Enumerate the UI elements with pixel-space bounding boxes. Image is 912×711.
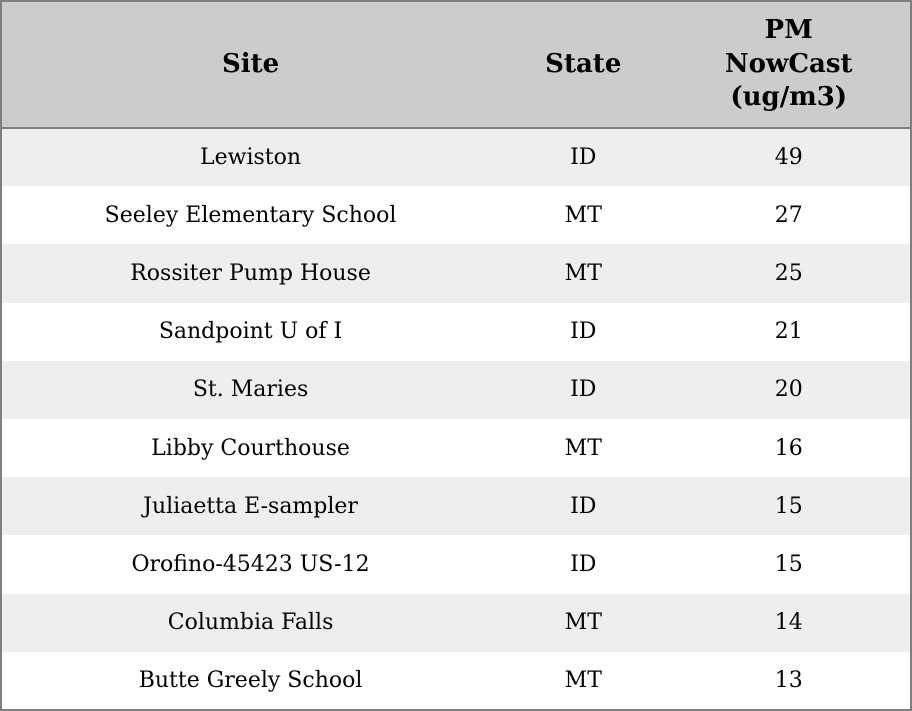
state-cell: MT (564, 667, 602, 693)
column-header-pm-line1: PM (764, 14, 813, 45)
table-row: Seeley Elementary School MT 27 (1, 186, 911, 245)
column-header-pm-line3: (ug/m3) (730, 82, 848, 113)
pm-nowcast-cell: 21 (774, 319, 803, 345)
state-cell: ID (570, 551, 597, 577)
table-row: Libby Courthouse MT 16 (1, 418, 911, 478)
site-cell: Lewiston (200, 145, 302, 171)
state-cell: ID (570, 145, 597, 171)
state-cell: ID (570, 377, 597, 403)
state-cell: ID (570, 319, 597, 345)
column-header-site-label: Site (221, 48, 280, 79)
site-cell: Rossiter Pump House (130, 260, 371, 286)
state-cell: MT (564, 610, 602, 636)
table-row: Butte Greely School MT 13 (1, 651, 911, 710)
table-header: Site State PM NowCast (ug/m3) (1, 1, 911, 129)
table-row: Columbia Falls MT 14 (1, 593, 911, 652)
pm-nowcast-cell: 49 (774, 145, 803, 171)
site-cell: Orofino-45423 US-12 (131, 551, 370, 577)
site-cell: Butte Greely School (138, 667, 363, 693)
state-cell: MT (564, 435, 602, 461)
site-cell: Libby Courthouse (151, 435, 350, 461)
state-cell: ID (570, 493, 597, 519)
pm-nowcast-cell: 16 (774, 435, 803, 461)
site-cell: Columbia Falls (167, 610, 334, 636)
header-row: Site State PM NowCast (ug/m3) (1, 1, 911, 129)
site-cell: Juliaetta E-sampler (143, 493, 358, 519)
pm-nowcast-cell: 25 (774, 260, 803, 286)
pm-nowcast-cell: 13 (774, 667, 803, 693)
column-header-site: Site (1, 1, 500, 129)
state-cell: MT (564, 202, 602, 228)
column-header-pm-line2: NowCast (724, 48, 853, 79)
pm-nowcast-cell: 27 (774, 202, 803, 228)
column-header-state: State (499, 1, 668, 129)
site-cell: Sandpoint U of I (158, 319, 343, 345)
pm-nowcast-cell: 15 (774, 551, 803, 577)
table-row: Orofino-45423 US-12 ID 15 (1, 535, 911, 594)
site-cell: St. Maries (192, 377, 309, 403)
state-cell: MT (564, 260, 602, 286)
site-cell: Seeley Elementary School (104, 202, 397, 228)
pm-nowcast-cell: 14 (774, 610, 803, 636)
table-body: Lewiston ID 49 Seeley Elementary School … (1, 128, 911, 710)
table-row: Juliaetta E-sampler ID 15 (1, 477, 911, 536)
table-row: Lewiston ID 49 (1, 128, 911, 187)
table-row: Sandpoint U of I ID 21 (1, 302, 911, 361)
pm-nowcast-cell: 15 (774, 493, 803, 519)
table-row: Rossiter Pump House MT 25 (1, 244, 911, 303)
table-row: St. Maries ID 20 (1, 360, 911, 419)
column-header-pm-nowcast: PM NowCast (ug/m3) (667, 1, 911, 129)
pm-nowcast-cell: 20 (774, 377, 803, 403)
column-header-state-label: State (545, 48, 622, 79)
